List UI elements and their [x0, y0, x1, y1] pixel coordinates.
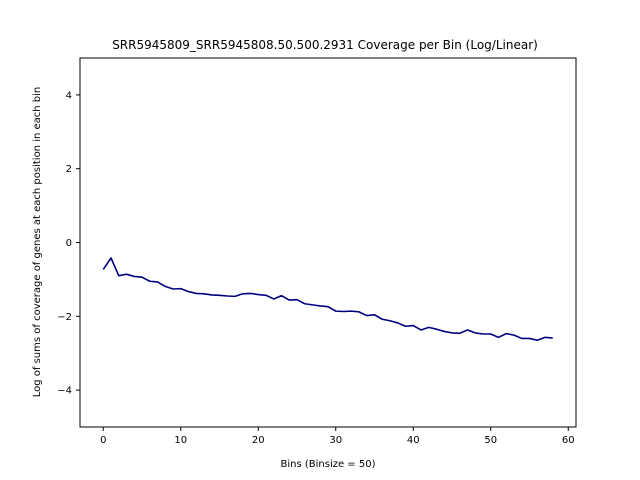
x-axis-label: Bins (Binsize = 50)	[281, 459, 376, 470]
axes-frame	[79, 57, 577, 428]
y-tick-label: 2	[66, 164, 72, 175]
y-tick-label: 0	[66, 238, 72, 249]
x-tick-label: 0	[100, 435, 106, 446]
x-tick-label: 60	[562, 435, 575, 446]
x-tick-label: 30	[329, 435, 342, 446]
x-tick-label: 50	[484, 435, 497, 446]
y-tick-label: −4	[57, 386, 72, 397]
plot-area	[102, 257, 553, 342]
x-tick-label: 40	[407, 435, 420, 446]
x-tick-label: 10	[174, 435, 187, 446]
chart-title: SRR5945809_SRR5945808.50.500.2931 Covera…	[112, 38, 538, 52]
y-axis-label: Log of sums of coverage of genes at each…	[32, 87, 43, 398]
y-tick-label: 4	[66, 90, 72, 101]
series-line-0	[102, 257, 553, 342]
y-axis: −4 −2 0 2 4	[57, 90, 80, 397]
x-axis: 0 10 20 30 40 50 60	[100, 427, 575, 446]
x-tick-label: 20	[252, 435, 265, 446]
y-tick-label: −2	[57, 312, 72, 323]
